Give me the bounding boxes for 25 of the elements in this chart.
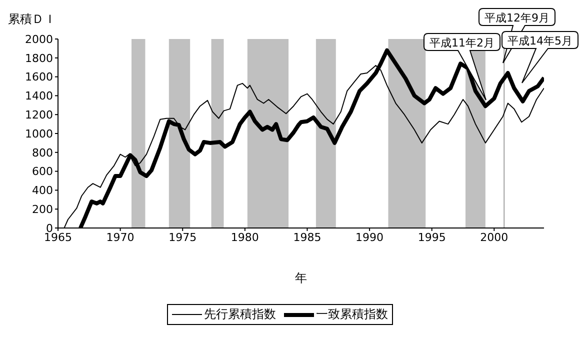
- y-tick-label: 1600: [25, 70, 53, 84]
- annotation: 平成14年5月: [508, 34, 572, 48]
- y-axis-title: 累積ＤＩ: [8, 11, 56, 28]
- x-tick-label: 1975: [168, 230, 197, 244]
- y-tick-label: 1000: [25, 127, 53, 140]
- y-tick-label: 1800: [25, 52, 53, 65]
- x-tick-label: 2000: [480, 230, 508, 244]
- x-tick-label: 1965: [44, 230, 72, 244]
- x-tick-label: 1990: [356, 230, 384, 244]
- legend-label: 先行累積指数: [204, 306, 276, 323]
- x-axis-title: 年: [294, 270, 308, 287]
- y-tick-label: 400: [32, 184, 53, 198]
- y-tick-label: 800: [32, 146, 53, 160]
- y-tick-label: 200: [32, 203, 53, 216]
- x-tick-label: 1985: [293, 230, 322, 244]
- text: 平成12年9月: [484, 12, 550, 24]
- legend-label: 一致累積指数: [316, 306, 388, 323]
- y-tick-label: 600: [32, 165, 53, 178]
- x-tick-label: 1970: [106, 230, 134, 244]
- y-tick-label: 2000: [25, 32, 53, 46]
- x-tick-label: 1995: [418, 230, 446, 244]
- annotation: 平成11年2月: [430, 36, 494, 50]
- x-tick-label: 1980: [230, 230, 259, 244]
- y-tick-label: 1400: [25, 90, 53, 103]
- y-tick-label: 1200: [25, 108, 53, 122]
